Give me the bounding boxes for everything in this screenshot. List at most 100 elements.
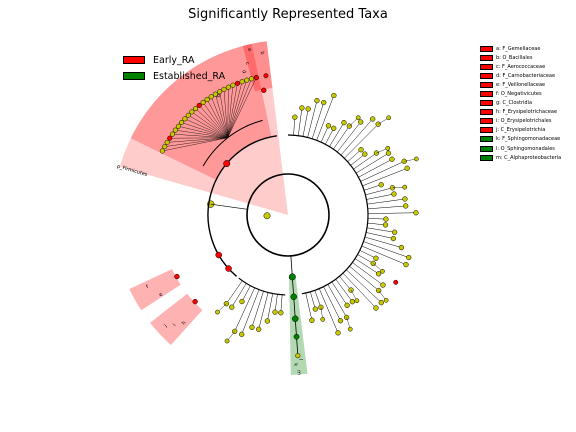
- taxon-node: [362, 151, 368, 157]
- taxon-branch: [280, 294, 283, 313]
- taxon-branch: [365, 187, 393, 196]
- taxon-branch: [359, 250, 377, 259]
- taxon-branch: [293, 117, 296, 136]
- taxon-branch: [314, 290, 322, 308]
- taxon-branch: [340, 118, 373, 156]
- taxon-branch: [357, 254, 374, 264]
- taxon-branch: [307, 100, 318, 138]
- taxon-node: [390, 235, 397, 242]
- taxa-legend: a: F_Gemellaceae b: O_Bacillales c: F_Aero…: [480, 44, 561, 162]
- taxon-branch: [311, 102, 324, 139]
- taxon-branch: [331, 281, 348, 306]
- taxon-branch: [226, 280, 243, 304]
- taxon-branch: [356, 152, 389, 174]
- clostridia-fan-branch: [181, 122, 228, 138]
- clade-letter-label: j: [162, 323, 168, 329]
- clade-letter-label: h: [181, 320, 188, 326]
- genus-node: [179, 119, 185, 126]
- genus-node: [189, 109, 195, 115]
- clostridia-fan-branch: [162, 137, 228, 152]
- taxon-node: [403, 261, 409, 268]
- genus-node: [167, 135, 173, 141]
- carnobacteriaceae-node: [263, 73, 269, 79]
- genus-node: [164, 139, 170, 145]
- taxon-node: [369, 116, 376, 122]
- taxon-branch: [327, 284, 347, 318]
- taxa-legend-item: k: F_Sphingomonadaceae: [480, 135, 561, 144]
- taxon-branch: [267, 293, 273, 322]
- taxon-node: [380, 268, 385, 274]
- taxon-node: [344, 302, 350, 309]
- taxon-branch: [342, 272, 377, 309]
- figure-title: Significantly Represented Taxa: [188, 7, 388, 22]
- taxon-node: [406, 254, 412, 261]
- taxon-node: [378, 182, 384, 188]
- genus-node: [221, 86, 227, 92]
- taxon-node: [386, 115, 392, 121]
- clostridia-fan-branch: [175, 129, 228, 138]
- taxon-node: [383, 297, 389, 303]
- taxa-legend-label: g: C_Clostridia: [496, 100, 533, 107]
- taxon-branch: [360, 161, 405, 182]
- taxa-legend-item: g: C_Clostridia: [480, 99, 561, 108]
- group-legend: Early_RA Established_RA: [123, 52, 225, 84]
- taxon-node: [391, 191, 397, 197]
- phylum-branch: [210, 203, 248, 210]
- taxon-branch: [310, 291, 316, 310]
- taxon-node: [402, 184, 408, 190]
- clade-letter-label: e: [158, 292, 164, 299]
- veillonellaceae-node: [174, 273, 180, 280]
- taxon-branch: [344, 123, 379, 159]
- taxon-node: [239, 331, 245, 337]
- taxon-branch: [329, 122, 345, 147]
- taxon-branch: [234, 287, 255, 332]
- taxon-node: [314, 97, 320, 104]
- taxon-node: [331, 125, 337, 131]
- clostridia-fan-branch: [219, 91, 228, 138]
- taxon-node: [401, 158, 407, 164]
- established-ra-swatch: [123, 72, 145, 80]
- taxon-branch: [241, 285, 251, 302]
- taxa-legend-swatch: [480, 72, 493, 79]
- genus-node: [204, 96, 210, 103]
- clade-letter-label: i: [172, 322, 177, 327]
- taxon-branch: [319, 288, 339, 333]
- taxa-legend-item: i: O_Erysipelotrichales: [480, 117, 561, 126]
- clostridia-fan-branch: [227, 81, 243, 138]
- taxon-node: [349, 299, 356, 305]
- taxon-branch: [352, 262, 384, 286]
- taxon-branch: [353, 152, 377, 170]
- negativicutes-class-node: [215, 251, 222, 259]
- taxon-node: [335, 330, 341, 336]
- taxa-legend-item: e: F_Veillonellaceae: [480, 80, 561, 89]
- taxon-branch: [316, 95, 335, 141]
- negativicutes-clade-highlight: [129, 269, 181, 311]
- taxon-node: [229, 304, 235, 310]
- group-legend-label: Early_RA: [153, 54, 195, 66]
- clostridia-order-arc: [202, 119, 263, 167]
- taxon-node: [256, 326, 262, 332]
- taxon-node: [337, 318, 344, 324]
- clostridia-node: [223, 160, 231, 168]
- taxon-node: [331, 92, 337, 99]
- taxa-legend-label: m: C_Alphaproteobacteria: [496, 154, 562, 161]
- genus-node: [295, 353, 301, 359]
- clostridia-fan-branch: [191, 111, 228, 138]
- taxon-branch: [367, 218, 386, 220]
- genus-node: [208, 94, 214, 100]
- clade-letter-label: a: [246, 47, 253, 51]
- taxon-node: [357, 119, 364, 125]
- taxon-node: [224, 338, 230, 344]
- genus-node: [185, 112, 191, 118]
- taxon-branch: [251, 291, 264, 328]
- taxon-branch: [274, 294, 278, 313]
- genus-node: [182, 116, 188, 122]
- sphingomonadaceae-node: [292, 315, 299, 322]
- taxa-legend-item: l: O_Sphingomonadales: [480, 144, 561, 153]
- taxon-branch: [258, 292, 269, 330]
- clostridia-fan-branch: [202, 102, 228, 138]
- taxon-node: [292, 114, 298, 120]
- clostridia-fan-branch: [172, 133, 228, 138]
- taxon-branch: [347, 149, 362, 162]
